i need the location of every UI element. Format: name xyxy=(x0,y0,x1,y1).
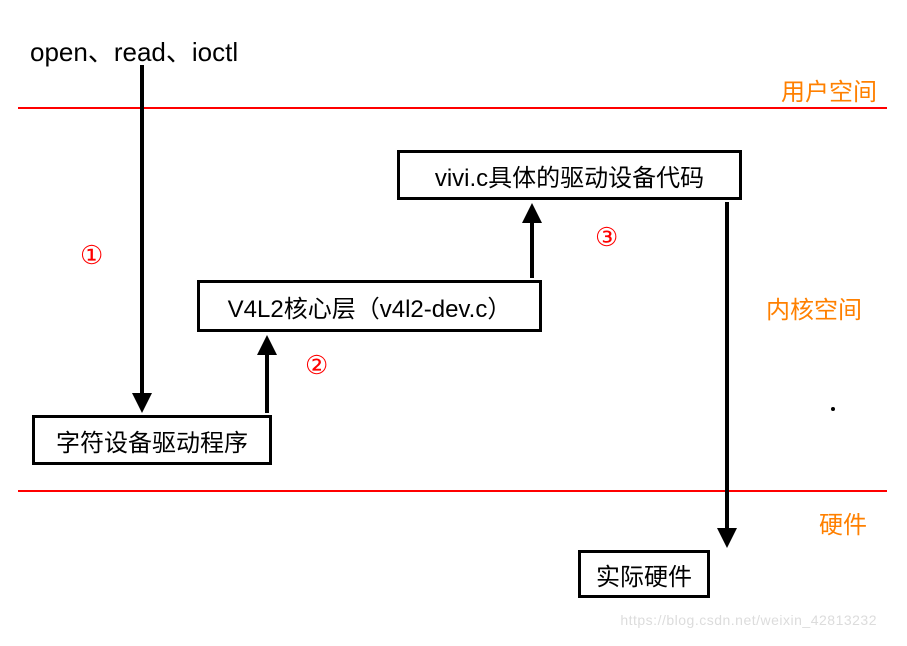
v4l2-core-box: V4L2核心层（v4l2-dev.c） xyxy=(197,280,542,332)
arrow-open-to-chardev xyxy=(130,65,160,415)
char-device-box: 字符设备驱动程序 xyxy=(32,415,272,465)
watermark-text: https://blog.csdn.net/weixin_42813232 xyxy=(620,612,877,628)
step-3: ③ xyxy=(595,222,618,253)
user-space-label: 用户空间 xyxy=(781,72,877,107)
hardware-label: 硬件 xyxy=(819,505,867,540)
arrow-v4l2-to-vivi xyxy=(520,203,550,281)
actual-hw-box: 实际硬件 xyxy=(578,550,710,598)
kernel-space-label: 内核空间 xyxy=(766,290,862,325)
top-api-label: open、read、ioctl xyxy=(30,32,238,69)
vivi-box: vivi.c具体的驱动设备代码 xyxy=(397,150,742,200)
step-2: ② xyxy=(305,350,328,381)
step-1: ① xyxy=(80,240,103,271)
divider-kernel-hw xyxy=(18,490,887,492)
arrow-chardev-to-v4l2 xyxy=(255,335,285,415)
arrow-vivi-to-hw xyxy=(715,202,745,552)
stray-dot xyxy=(831,407,835,411)
